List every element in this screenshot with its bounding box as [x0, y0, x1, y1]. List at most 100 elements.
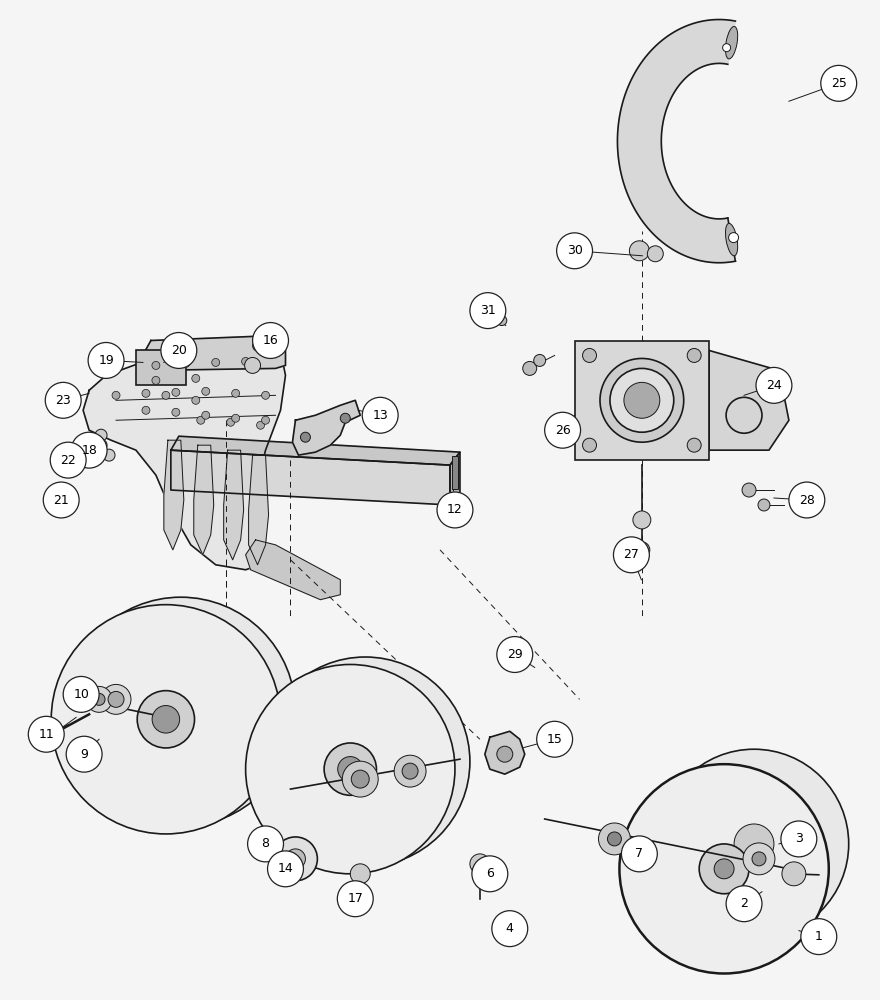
Text: 12: 12 [447, 503, 463, 516]
Circle shape [338, 757, 363, 782]
Circle shape [152, 361, 160, 369]
Circle shape [352, 896, 368, 912]
Circle shape [162, 391, 170, 399]
Polygon shape [224, 450, 244, 560]
Circle shape [108, 691, 124, 707]
Circle shape [152, 376, 160, 384]
Polygon shape [194, 445, 214, 555]
Circle shape [182, 359, 190, 367]
Circle shape [470, 854, 490, 874]
Circle shape [261, 416, 269, 424]
Polygon shape [709, 350, 788, 450]
Polygon shape [83, 341, 285, 570]
Circle shape [63, 676, 99, 712]
Bar [452, 456, 458, 489]
Text: 30: 30 [567, 244, 583, 257]
Circle shape [202, 411, 209, 419]
FancyBboxPatch shape [575, 341, 709, 460]
Circle shape [742, 483, 756, 497]
Text: 9: 9 [80, 748, 88, 761]
Circle shape [192, 374, 200, 382]
Text: 28: 28 [799, 494, 815, 507]
Text: 13: 13 [372, 409, 388, 422]
Circle shape [71, 432, 107, 468]
Circle shape [621, 836, 657, 872]
Text: 7: 7 [635, 847, 643, 860]
Circle shape [334, 730, 397, 793]
Circle shape [600, 358, 684, 442]
Text: 21: 21 [54, 494, 69, 507]
Circle shape [212, 358, 220, 366]
Circle shape [726, 886, 762, 922]
Circle shape [598, 823, 630, 855]
Circle shape [729, 233, 738, 243]
Text: 3: 3 [795, 832, 803, 845]
Circle shape [137, 691, 194, 748]
Circle shape [624, 382, 660, 418]
Polygon shape [249, 455, 268, 565]
Circle shape [687, 348, 701, 362]
Circle shape [557, 233, 592, 269]
Circle shape [246, 664, 455, 874]
Circle shape [620, 764, 829, 974]
Circle shape [583, 438, 597, 452]
Circle shape [253, 323, 289, 358]
Circle shape [743, 843, 775, 875]
Circle shape [86, 686, 112, 712]
Circle shape [253, 340, 265, 351]
Circle shape [202, 387, 209, 395]
Ellipse shape [725, 26, 737, 59]
Circle shape [700, 844, 749, 894]
Text: 14: 14 [277, 862, 293, 875]
Text: 8: 8 [261, 837, 269, 850]
Circle shape [687, 438, 701, 452]
Circle shape [363, 397, 398, 433]
Circle shape [659, 749, 848, 939]
Circle shape [734, 824, 774, 864]
Text: 6: 6 [486, 867, 494, 880]
Polygon shape [141, 336, 285, 370]
Circle shape [192, 396, 200, 404]
Circle shape [607, 832, 621, 846]
Circle shape [545, 412, 581, 448]
Circle shape [247, 826, 283, 862]
Circle shape [634, 542, 649, 558]
Polygon shape [450, 452, 460, 505]
Circle shape [497, 637, 532, 672]
Circle shape [242, 357, 250, 365]
Circle shape [342, 761, 378, 797]
Text: 19: 19 [99, 354, 114, 367]
Circle shape [801, 919, 837, 955]
Circle shape [261, 391, 269, 399]
Ellipse shape [725, 223, 737, 256]
Circle shape [437, 492, 473, 528]
Circle shape [227, 418, 235, 426]
Circle shape [142, 406, 150, 414]
Circle shape [245, 357, 260, 373]
Polygon shape [292, 400, 360, 455]
Circle shape [523, 361, 537, 375]
Circle shape [492, 911, 528, 947]
Circle shape [257, 421, 265, 429]
Circle shape [497, 746, 513, 762]
Text: 25: 25 [831, 77, 847, 90]
Circle shape [172, 388, 180, 396]
Circle shape [497, 316, 507, 326]
Text: 11: 11 [39, 728, 55, 741]
Circle shape [51, 605, 281, 834]
Circle shape [95, 439, 107, 451]
Text: 1: 1 [815, 930, 823, 943]
Circle shape [146, 677, 216, 746]
Circle shape [758, 499, 770, 511]
Text: 20: 20 [171, 344, 187, 357]
Circle shape [161, 333, 197, 368]
Circle shape [583, 348, 597, 362]
Polygon shape [171, 450, 450, 505]
Text: 24: 24 [766, 379, 781, 392]
Circle shape [394, 755, 426, 787]
Circle shape [50, 442, 86, 478]
Circle shape [629, 241, 649, 261]
Circle shape [341, 413, 350, 423]
Circle shape [722, 44, 730, 52]
Circle shape [66, 736, 102, 772]
